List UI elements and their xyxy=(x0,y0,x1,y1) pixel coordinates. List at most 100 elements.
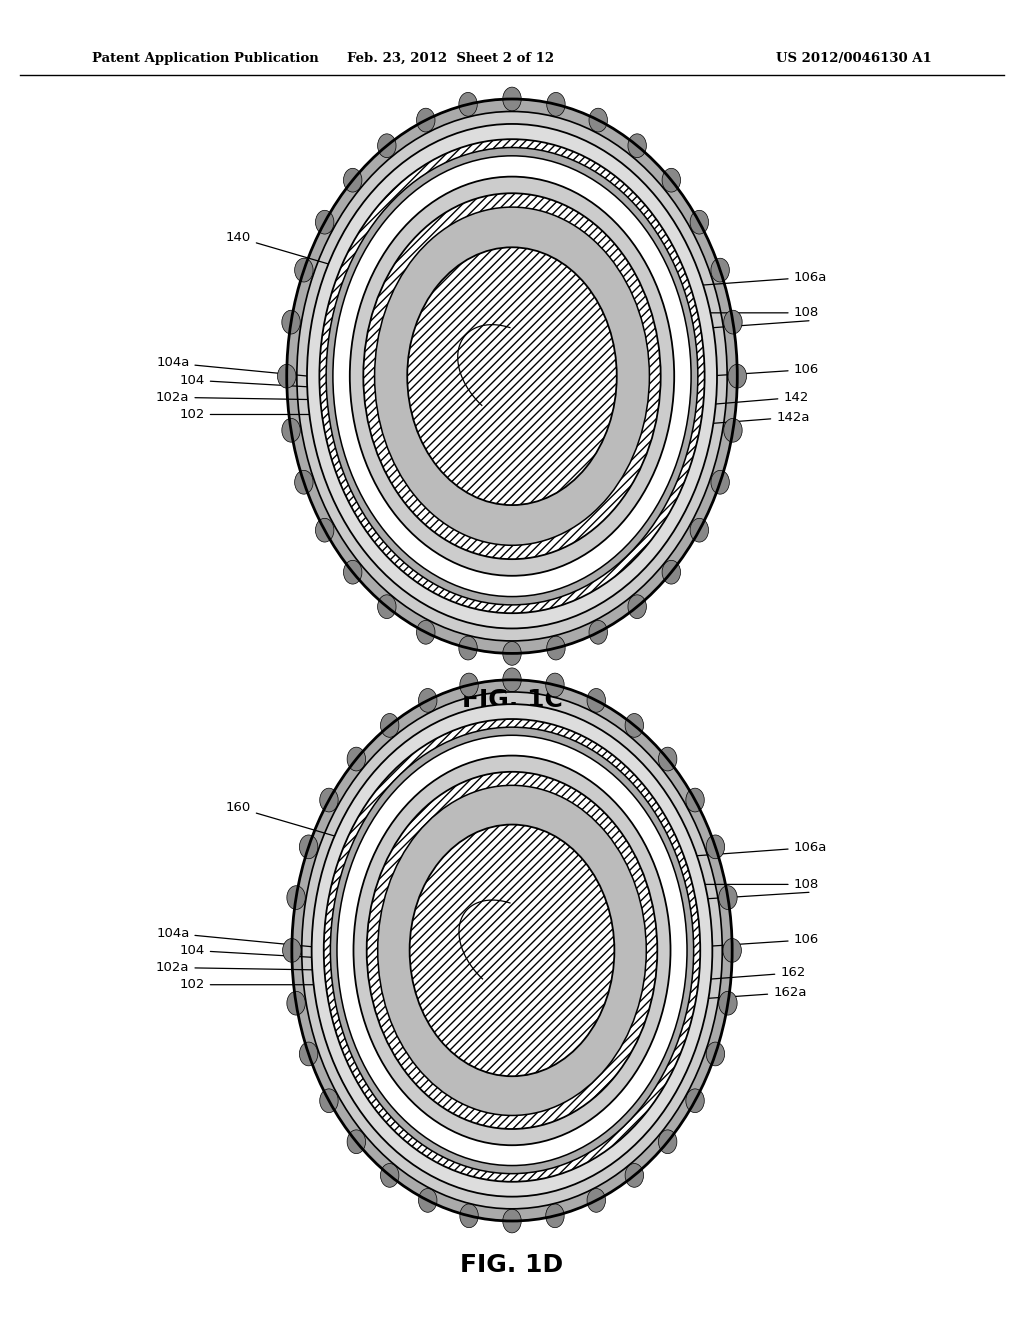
Circle shape xyxy=(546,673,564,697)
Circle shape xyxy=(419,1188,437,1212)
Ellipse shape xyxy=(331,727,693,1173)
Circle shape xyxy=(503,642,521,665)
Circle shape xyxy=(282,310,300,334)
Circle shape xyxy=(417,620,435,644)
Circle shape xyxy=(546,1204,564,1228)
Text: Patent Application Publication: Patent Application Publication xyxy=(92,51,318,65)
Circle shape xyxy=(278,364,296,388)
Text: 108: 108 xyxy=(667,878,819,891)
Circle shape xyxy=(503,1209,521,1233)
Text: US 2012/0046130 A1: US 2012/0046130 A1 xyxy=(776,51,932,65)
Circle shape xyxy=(299,836,317,859)
Circle shape xyxy=(723,939,741,962)
Circle shape xyxy=(299,1041,317,1065)
Circle shape xyxy=(658,1130,677,1154)
Circle shape xyxy=(378,133,396,157)
Text: 108: 108 xyxy=(667,306,819,319)
Ellipse shape xyxy=(326,148,698,605)
Circle shape xyxy=(690,210,709,234)
Circle shape xyxy=(381,714,399,738)
Circle shape xyxy=(295,259,313,282)
Text: 102a: 102a xyxy=(156,391,333,404)
Circle shape xyxy=(287,991,305,1015)
Circle shape xyxy=(719,886,737,909)
Circle shape xyxy=(419,689,437,713)
Text: 122: 122 xyxy=(471,198,497,216)
Text: 102a: 102a xyxy=(156,961,333,974)
Text: 162a: 162a xyxy=(641,986,807,1003)
Text: 142a: 142a xyxy=(643,411,810,429)
Circle shape xyxy=(315,210,334,234)
Ellipse shape xyxy=(333,156,691,597)
Circle shape xyxy=(686,1089,705,1113)
Circle shape xyxy=(378,595,396,619)
Text: 106: 106 xyxy=(669,933,819,949)
Text: 160: 160 xyxy=(225,801,370,847)
Circle shape xyxy=(724,418,742,442)
Circle shape xyxy=(724,310,742,334)
Ellipse shape xyxy=(353,755,671,1146)
Circle shape xyxy=(343,560,361,583)
Ellipse shape xyxy=(410,825,614,1076)
Text: 106a: 106a xyxy=(669,271,827,288)
Circle shape xyxy=(711,470,729,494)
Circle shape xyxy=(658,747,677,771)
Ellipse shape xyxy=(375,207,649,545)
Circle shape xyxy=(547,636,565,660)
Circle shape xyxy=(503,87,521,111)
Circle shape xyxy=(711,259,729,282)
Circle shape xyxy=(589,108,607,132)
Ellipse shape xyxy=(324,719,700,1181)
Ellipse shape xyxy=(302,692,722,1209)
Circle shape xyxy=(663,560,681,583)
Circle shape xyxy=(686,788,705,812)
Ellipse shape xyxy=(337,735,687,1166)
Text: 104: 104 xyxy=(179,944,327,958)
Circle shape xyxy=(587,1188,605,1212)
Circle shape xyxy=(547,92,565,116)
Text: 142: 142 xyxy=(656,391,809,409)
Circle shape xyxy=(690,519,709,543)
Ellipse shape xyxy=(350,177,674,576)
Text: 140: 140 xyxy=(225,231,370,277)
Text: 162: 162 xyxy=(656,966,806,983)
Circle shape xyxy=(628,133,646,157)
Text: 102: 102 xyxy=(179,978,338,991)
Circle shape xyxy=(460,1204,478,1228)
Circle shape xyxy=(587,689,605,713)
Text: 104a: 104a xyxy=(156,356,319,378)
Circle shape xyxy=(628,595,646,619)
Circle shape xyxy=(295,470,313,494)
Circle shape xyxy=(459,92,477,116)
Circle shape xyxy=(625,1163,643,1187)
Circle shape xyxy=(707,836,725,859)
Ellipse shape xyxy=(408,247,616,506)
Circle shape xyxy=(460,673,478,697)
Circle shape xyxy=(319,788,338,812)
Circle shape xyxy=(381,1163,399,1187)
Text: Feb. 23, 2012  Sheet 2 of 12: Feb. 23, 2012 Sheet 2 of 12 xyxy=(347,51,554,65)
Circle shape xyxy=(663,169,681,193)
Text: 104: 104 xyxy=(179,374,327,388)
Ellipse shape xyxy=(292,680,732,1221)
Ellipse shape xyxy=(364,193,660,560)
Text: 102: 102 xyxy=(179,408,338,421)
Ellipse shape xyxy=(297,111,727,642)
Circle shape xyxy=(728,364,746,388)
Ellipse shape xyxy=(367,772,657,1129)
Ellipse shape xyxy=(307,124,717,628)
Text: 104a: 104a xyxy=(156,927,319,948)
Circle shape xyxy=(719,991,737,1015)
Circle shape xyxy=(287,886,305,909)
Circle shape xyxy=(625,714,643,738)
Ellipse shape xyxy=(311,704,713,1197)
Text: 122a: 122a xyxy=(482,748,520,774)
Circle shape xyxy=(459,636,477,660)
Ellipse shape xyxy=(319,139,705,614)
Text: 122: 122 xyxy=(471,768,497,787)
Circle shape xyxy=(707,1041,725,1065)
Circle shape xyxy=(319,1089,338,1113)
Circle shape xyxy=(347,747,366,771)
Circle shape xyxy=(282,418,300,442)
Text: 106a: 106a xyxy=(669,841,827,858)
